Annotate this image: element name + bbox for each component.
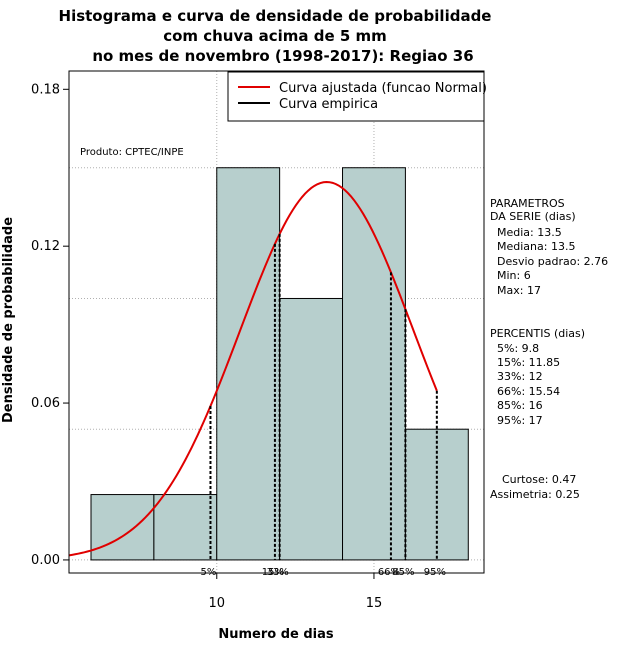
product-annotation: Produto: CPTEC/INPE (80, 147, 184, 158)
y-tick-label-2: 0.12 (31, 239, 60, 254)
x-tick-label-0: 10 (208, 596, 225, 611)
legend: Curva ajustada (funcao Normal) Curva emp… (227, 71, 487, 122)
histogram-bar-4 (342, 167, 406, 561)
y-tick-label-3: 0.18 (31, 82, 60, 97)
percentile-label-2: 33% (267, 567, 289, 578)
percentis-title: PERCENTIS (dias) (490, 327, 585, 340)
normal-density-curve (68, 181, 438, 557)
x-tick-label-1: 15 (366, 596, 383, 611)
y-axis-title: Densidade de probabilidade (1, 217, 16, 423)
stat-p15: 15%: 11.85 (497, 356, 560, 369)
stat-media: Media: 13.5 (497, 226, 562, 239)
legend-box (227, 71, 485, 122)
percentile-layer: 5% 15%33% 66%85% 95% (201, 233, 446, 578)
axes-layer: 10 15 0.00 0.06 0.12 0.18 (31, 82, 382, 611)
y-tick-label-0: 0.00 (31, 553, 60, 568)
legend-label-normal: Curva ajustada (funcao Normal) (279, 81, 487, 96)
percentile-label-4: 85% (392, 567, 414, 578)
x-axis-title: Numero de dias (218, 627, 334, 642)
histogram-bar-5 (404, 428, 469, 561)
params-title-2: DA SERIE (dias) (490, 210, 576, 223)
bars-layer (90, 167, 469, 561)
stat-p33: 33%: 12 (497, 370, 543, 383)
curve-layer (68, 181, 438, 557)
stat-p66: 66%: 15.54 (497, 385, 560, 398)
chart-title-line-1: Histograma e curva de densidade de proba… (59, 7, 492, 25)
histogram-bar-2 (216, 167, 281, 561)
chart-title-line-3: no mes de novembro (1998-2017): Regiao 3… (92, 47, 473, 65)
histogram-bar-1 (153, 494, 218, 561)
percentile-label-5: 95% (424, 567, 446, 578)
stat-mediana: Mediana: 13.5 (497, 240, 575, 253)
percentile-label-0: 5% (201, 567, 217, 578)
stat-desvio: Desvio padrao: 2.76 (497, 255, 608, 268)
stat-min: Min: 6 (497, 269, 531, 282)
chart-title-line-2: com chuva acima de 5 mm (163, 27, 387, 45)
histogram-bar-3 (279, 297, 344, 561)
y-tick-label-1: 0.06 (31, 396, 60, 411)
stat-assimetria: Assimetria: 0.25 (490, 488, 580, 501)
stat-p85: 85%: 16 (497, 399, 543, 412)
statistics-panel: PARAMETROS DA SERIE (dias) Media: 13.5 M… (490, 197, 608, 501)
plot-frame (68, 70, 485, 574)
stat-curtose: Curtose: 0.47 (502, 473, 576, 486)
params-title-1: PARAMETROS (490, 197, 565, 210)
histogram-bar-0 (90, 494, 155, 561)
stat-p5: 5%: 9.8 (497, 342, 539, 355)
legend-label-empirical: Curva empirica (279, 97, 378, 112)
percentile-label-1: 15% (262, 567, 284, 578)
stat-p95: 95%: 17 (497, 414, 543, 427)
percentile-label-3: 66% (378, 567, 400, 578)
stat-max: Max: 17 (497, 284, 541, 297)
